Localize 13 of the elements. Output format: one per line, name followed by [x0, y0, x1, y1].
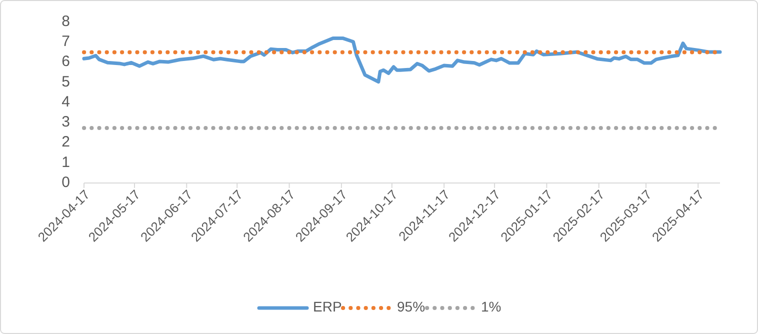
y-tick-label: 7: [62, 33, 70, 50]
legend-label: 1%: [481, 298, 502, 315]
y-tick-label: 1: [62, 154, 70, 171]
y-tick-label: 5: [62, 73, 70, 90]
y-tick-label: 2: [62, 134, 70, 151]
y-tick-label: 6: [62, 53, 70, 70]
legend-label: ERP: [313, 298, 342, 315]
y-tick-label: 8: [62, 12, 70, 30]
y-tick-label: 3: [62, 114, 70, 131]
y-tick-label: 4: [62, 93, 70, 110]
y-tick-label: 0: [62, 174, 70, 191]
legend-label: 95%: [397, 298, 426, 315]
line-series: [82, 36, 722, 84]
